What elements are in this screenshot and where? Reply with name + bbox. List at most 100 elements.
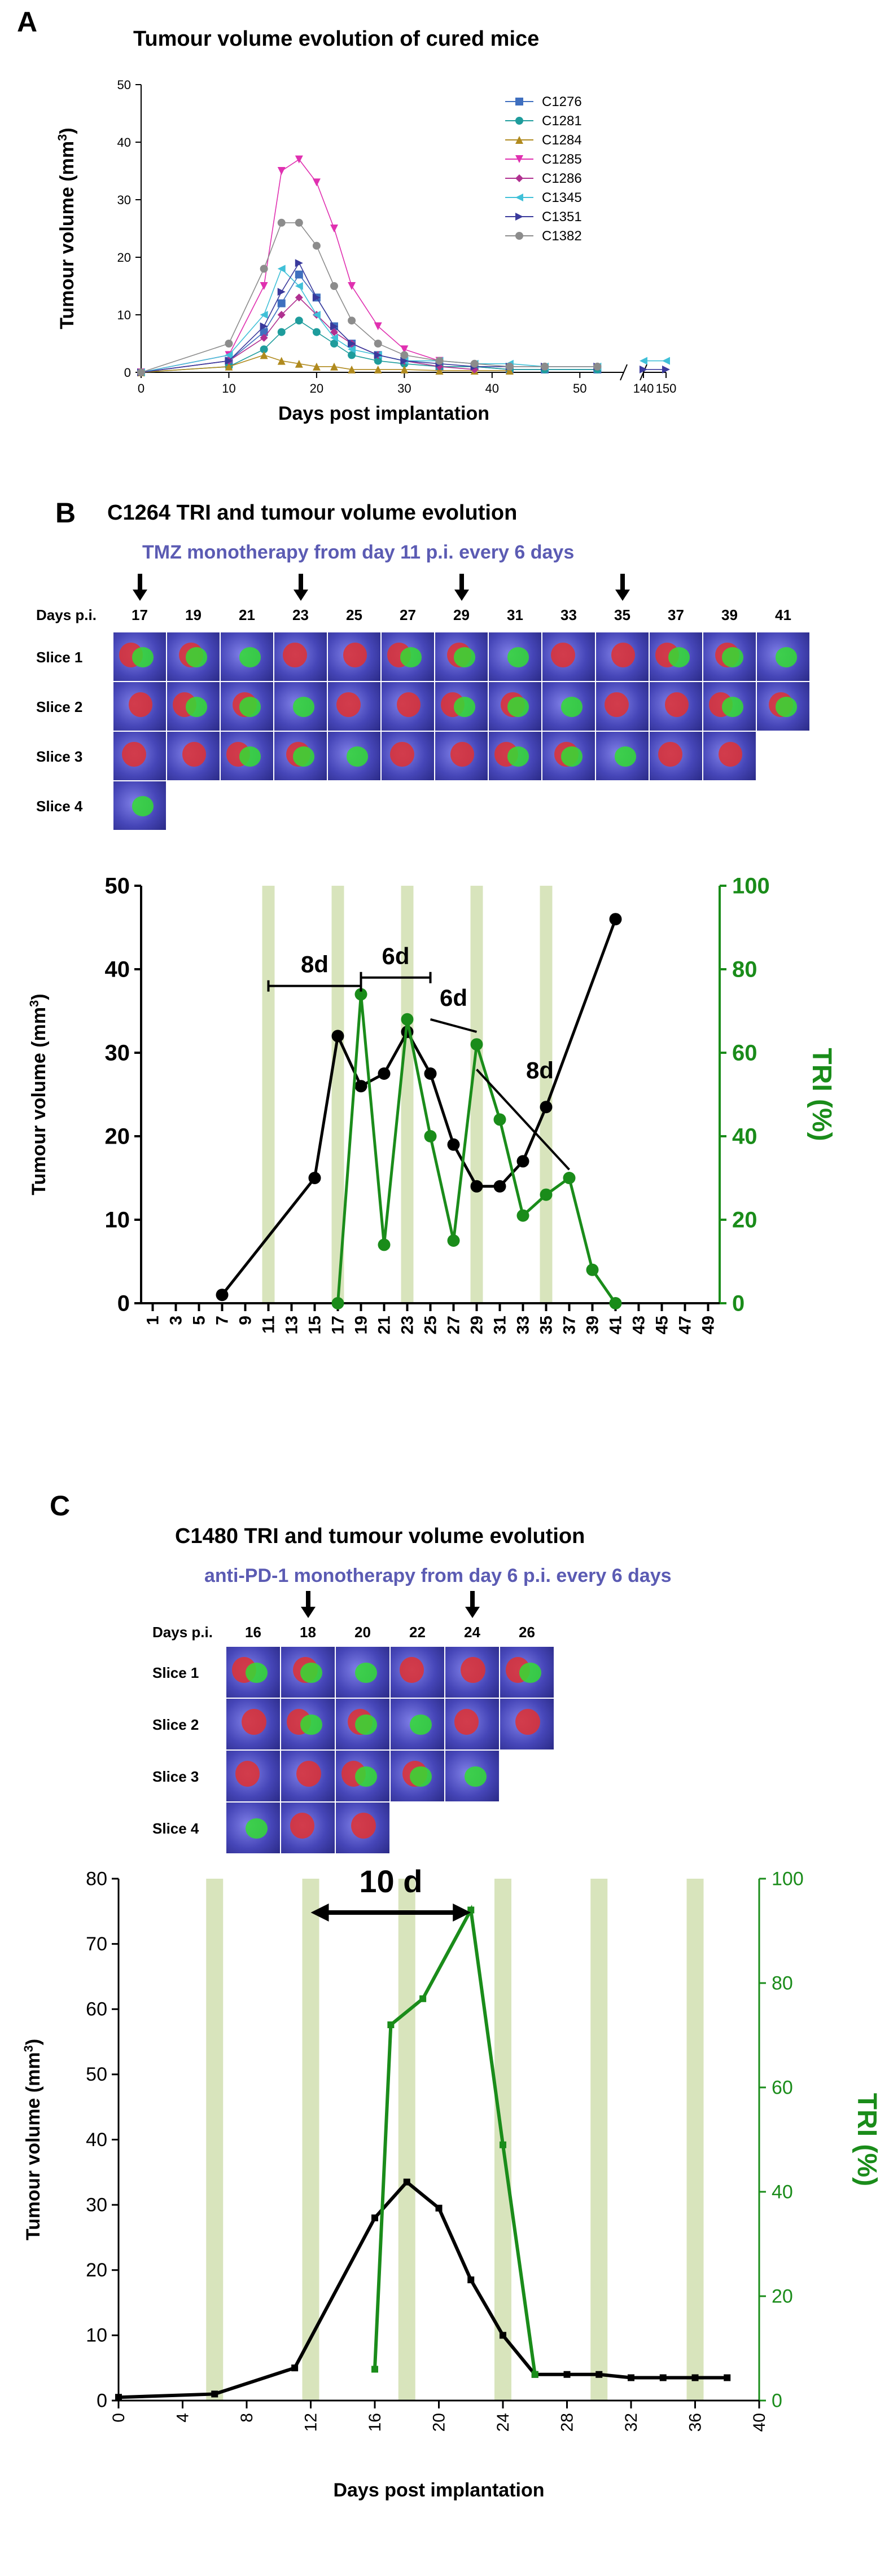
mri-slice-image (335, 1802, 390, 1854)
data-point-C1284 (435, 366, 444, 375)
enhancement-region (668, 647, 690, 667)
series-line-C1276 (141, 274, 598, 373)
tumour-region (296, 1761, 321, 1787)
data-point-C1284 (348, 365, 356, 373)
enhancement-region (561, 697, 583, 717)
x-axis-label: Days post implantation (278, 403, 489, 424)
data-point-TRI (500, 2141, 506, 2148)
data-point-TRI (586, 1263, 599, 1276)
right-y-tick-label: 60 (772, 2077, 793, 2098)
tumour-region (396, 692, 421, 717)
data-point-C1284 (330, 362, 338, 371)
tumour-region (611, 642, 636, 667)
treatment-band (331, 886, 344, 1303)
tumour-region (515, 1709, 540, 1735)
data-point-C1286 (277, 311, 286, 319)
data-point-TRI (470, 1038, 483, 1051)
data-point-TRI (563, 1172, 576, 1184)
mri-slice-image (167, 731, 220, 781)
data-point-Tumour volume (424, 1067, 437, 1080)
enhancement-region (245, 1818, 268, 1839)
x-tick-label: 47 (676, 1316, 695, 1334)
mri-slice-image (281, 1646, 335, 1698)
enhancement-region (245, 1662, 268, 1683)
tumour-region (390, 741, 414, 767)
enhancement-region (722, 647, 744, 667)
enhancement-region (776, 697, 798, 717)
data-point-Tumour volume (628, 2374, 634, 2381)
data-point-TRI (354, 988, 367, 1001)
tumour-region (182, 741, 207, 767)
x-tick-label: 17 (329, 1316, 348, 1334)
legend-label-C1285: C1285 (542, 152, 582, 167)
mri-slice-image (435, 682, 488, 731)
right-y-tick-label: 100 (772, 1868, 804, 1889)
arrow-shaft (620, 574, 625, 591)
x-tick-label: 13 (283, 1316, 301, 1334)
data-point-C1345 (277, 265, 286, 273)
tumour-region (122, 741, 146, 767)
data-point-C1286 (295, 293, 303, 302)
series-line-TRI (373, 1904, 537, 2375)
data-point-C1351 (400, 357, 409, 365)
x-tick-label: 45 (653, 1316, 672, 1334)
mri-slice-image (327, 731, 381, 781)
enhancement-region (300, 1662, 322, 1683)
data-point-C1286 (330, 328, 338, 336)
data-point-TRI (493, 1113, 506, 1126)
y-tick-label: 50 (117, 78, 131, 92)
enhancement-region (239, 697, 261, 717)
x-tick-label: 25 (422, 1316, 440, 1334)
mri-slice-image (281, 1750, 335, 1802)
tumour-region (450, 741, 475, 767)
panel-c-mri-grid: Days p.i. 16 18 20 22 24 26 Slice 1 Slice 2 Slice… (0, 1591, 889, 1856)
treatment-band (398, 1879, 415, 2401)
data-point-C1351 (225, 357, 233, 365)
interval-label: 10 d (359, 1863, 422, 1899)
mri-slice-image (226, 1802, 281, 1854)
arrow-head (615, 590, 630, 601)
day-label: 37 (668, 606, 684, 623)
enhancement-region (354, 1766, 377, 1787)
series-line-C1345 (141, 267, 598, 373)
right-y-tick-label: 40 (772, 2181, 793, 2203)
legend-label-C1286: C1286 (542, 171, 582, 186)
legend-label-C1276: C1276 (542, 94, 582, 109)
left-y-tick-label: 10 (86, 2325, 107, 2346)
left-y-tick-label: 50 (86, 2064, 107, 2085)
legend-label-C1284: C1284 (542, 133, 582, 148)
data-point-C1345 (662, 357, 670, 365)
interval-label: 6d (440, 984, 467, 1011)
legend-marker-C1351 (515, 213, 523, 221)
mri-slice-image (500, 1646, 554, 1698)
panel-c-regimen: anti-PD-1 monotherapy from day 6 p.i. ev… (204, 1565, 672, 1586)
data-point-Tumour volume (354, 1080, 367, 1093)
data-point-C1345 (330, 333, 338, 342)
data-point-C1382 (470, 359, 479, 368)
mri-slice-image (220, 731, 274, 781)
mri-slice-image (595, 731, 649, 781)
left-y-tick-label: 20 (105, 1124, 130, 1149)
data-point-C1284 (505, 366, 514, 375)
data-point-C1285 (348, 282, 356, 290)
enhancement-region (409, 1714, 432, 1735)
treatment-band (686, 1879, 704, 2401)
series-line-C1286 (141, 297, 475, 373)
right-y-tick-label: 80 (732, 957, 757, 982)
right-y-tick-label: 0 (772, 2390, 782, 2411)
right-y-tick-label: 20 (732, 1207, 757, 1232)
tumour-region (235, 1761, 260, 1787)
enhancement-region (561, 746, 583, 767)
mri-slice-image (281, 1802, 335, 1854)
legend-marker-C1284 (515, 136, 523, 144)
left-y-tick-label: 0 (117, 1291, 130, 1316)
mri-slice-image (113, 731, 167, 781)
legend-marker-C1345 (515, 194, 523, 201)
panel-a-letter: A (17, 6, 38, 38)
data-point-Tumour volume (291, 2364, 299, 2372)
data-point-C1382 (295, 218, 303, 227)
tumour-region (242, 1709, 266, 1735)
day-label: 26 (519, 1624, 535, 1641)
data-point-C1281 (295, 316, 303, 325)
panel-b-mri-grid: Days p.i. 17 19 21 23 25 27 29 31 33 35 37 39 41 Slice… (0, 574, 889, 846)
